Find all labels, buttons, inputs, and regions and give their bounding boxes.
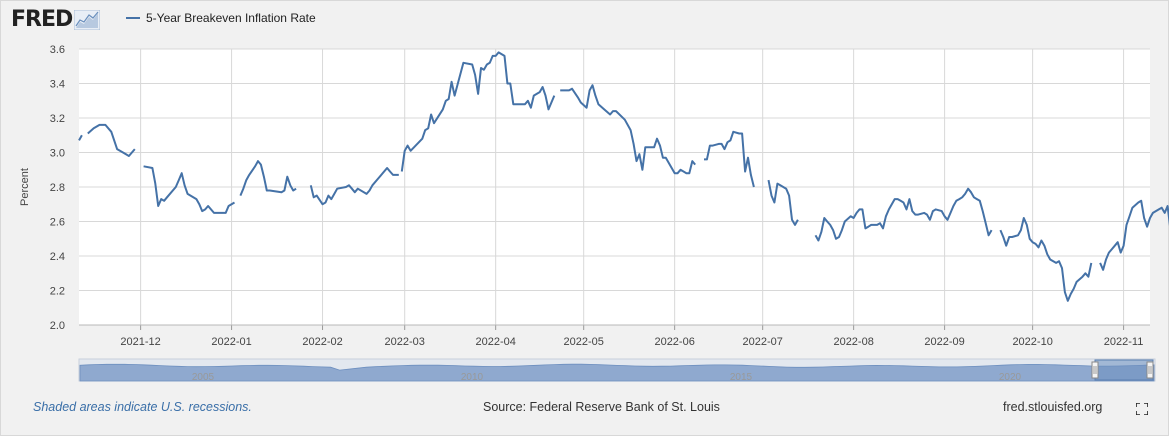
chart-legend[interactable]: 5-Year Breakeven Inflation Rate [126, 11, 316, 25]
series-line-segment[interactable] [814, 187, 993, 242]
navigator-year-label: 2015 [730, 372, 753, 383]
series-line-segment[interactable] [560, 84, 696, 175]
legend-swatch [126, 17, 140, 19]
y-tick-label: 3.0 [50, 148, 65, 160]
x-gridlines [79, 49, 1150, 330]
series-line-segment[interactable] [239, 160, 297, 196]
series-line-segment[interactable] [143, 165, 236, 214]
source-note: Source: Federal Reserve Bank of St. Loui… [483, 400, 720, 414]
y-tick-label: 2.2 [50, 286, 65, 298]
x-tick-label: 2022-04 [475, 336, 515, 348]
y-tick-label: 2.6 [50, 217, 65, 229]
x-tick-label: 2022-02 [302, 336, 342, 348]
recession-note: Shaded areas indicate U.S. recessions. [33, 400, 252, 414]
y-tick-label: 2.4 [50, 251, 65, 263]
y-axis-label: Percent [19, 168, 31, 206]
fred-logo[interactable]: FRED [11, 7, 73, 32]
site-url[interactable]: fred.stlouisfed.org [1003, 400, 1103, 414]
series-line-segment[interactable] [78, 134, 83, 141]
legend-label: 5-Year Breakeven Inflation Rate [146, 11, 316, 25]
navigator-labels: 2005 2010 2015 2020 [192, 372, 1022, 383]
x-tick-label: 2022-09 [924, 336, 964, 348]
x-tick-label: 2022-05 [564, 336, 604, 348]
series-line-segment[interactable] [767, 179, 799, 226]
chart-header: FRED [11, 7, 101, 33]
y-tick-label: 3.2 [50, 113, 65, 125]
series-line-segment[interactable] [999, 217, 1093, 302]
x-tick-label: 2022-03 [385, 336, 425, 348]
navigator-left-handle[interactable] [1091, 361, 1099, 379]
navigator-year-label: 2010 [461, 372, 484, 383]
series-line-segment[interactable] [87, 123, 136, 157]
y-tick-label: 3.4 [50, 79, 65, 91]
fred-graph-icon [74, 10, 101, 30]
series-line-segment[interactable] [1099, 199, 1169, 271]
series-line-segment[interactable] [704, 130, 755, 188]
series-line-segment[interactable] [309, 167, 399, 206]
y-tick-label: 2.0 [50, 320, 65, 332]
range-navigator[interactable]: 2005 2010 2015 2020 [78, 358, 1156, 383]
x-tick-labels: 2021-12 2022-01 2022-02 2022-03 2022-04 2022-… [120, 336, 1143, 348]
x-tick-label: 2022-07 [742, 336, 782, 348]
y-tick-label: 2.8 [50, 182, 65, 194]
fullscreen-icon[interactable] [1136, 403, 1148, 415]
navigator-year-label: 2020 [999, 372, 1022, 383]
x-tick-label: 2022-11 [1104, 336, 1144, 348]
x-tick-label: 2022-08 [833, 336, 873, 348]
chart-svg[interactable]: 2.0 2.2 2.4 2.6 2.8 3.0 3.2 3.4 3.6 2021-12 2022-… [1, 1, 1169, 396]
x-tick-label: 2022-01 [211, 336, 251, 348]
navigator-series-area [79, 363, 1155, 382]
x-tick-label: 2022-06 [654, 336, 694, 348]
series-line-segment[interactable] [400, 51, 556, 172]
navigator-right-handle[interactable] [1146, 361, 1154, 379]
x-tick-label: 2022-10 [1012, 336, 1052, 348]
series-lines [78, 51, 1169, 302]
y-tick-label: 3.6 [50, 44, 65, 56]
y-tick-labels: 2.0 2.2 2.4 2.6 2.8 3.0 3.2 3.4 3.6 [50, 44, 65, 332]
x-tick-label: 2021-12 [120, 336, 160, 348]
navigator-year-label: 2005 [192, 372, 215, 383]
navigator-selection[interactable] [1094, 359, 1154, 381]
